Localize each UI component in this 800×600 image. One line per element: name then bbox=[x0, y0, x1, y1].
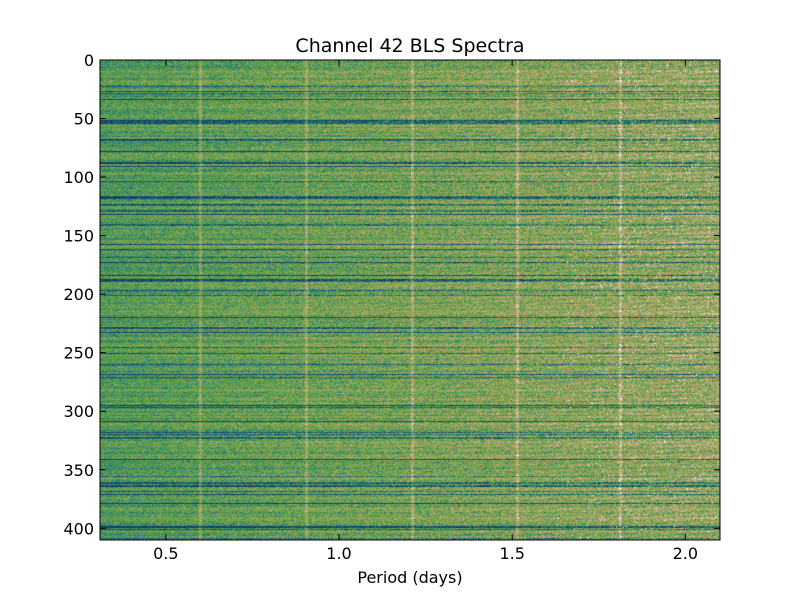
y-axis-ticks: 0 50 100 150 200 250 300 350 400 bbox=[63, 51, 720, 538]
x-tick-label: 2.0 bbox=[673, 544, 698, 563]
y-tick-label: 400 bbox=[63, 519, 94, 538]
y-tick-label: 50 bbox=[74, 110, 94, 129]
y-tick-label: 350 bbox=[63, 461, 94, 480]
y-tick-label: 0 bbox=[84, 51, 94, 70]
heatmap-image-wrapper bbox=[100, 60, 720, 540]
x-tick-label: 1.0 bbox=[326, 544, 351, 563]
x-tick-label: 1.5 bbox=[499, 544, 524, 563]
chart-title: Channel 42 BLS Spectra bbox=[295, 35, 524, 57]
x-axis-ticks: 0.5 1.0 1.5 2.0 bbox=[153, 60, 698, 563]
x-axis-label: Period (days) bbox=[357, 568, 462, 587]
y-tick-label: 100 bbox=[63, 168, 94, 187]
y-tick-label: 250 bbox=[63, 344, 94, 363]
heatmap-image bbox=[100, 60, 720, 540]
y-tick-label: 150 bbox=[63, 227, 94, 246]
y-tick-label: 200 bbox=[63, 285, 94, 304]
y-tick-label: 300 bbox=[63, 402, 94, 421]
x-tick-label: 0.5 bbox=[153, 544, 178, 563]
heatmap-plot-area bbox=[100, 60, 720, 540]
plot-frame bbox=[99, 59, 721, 541]
